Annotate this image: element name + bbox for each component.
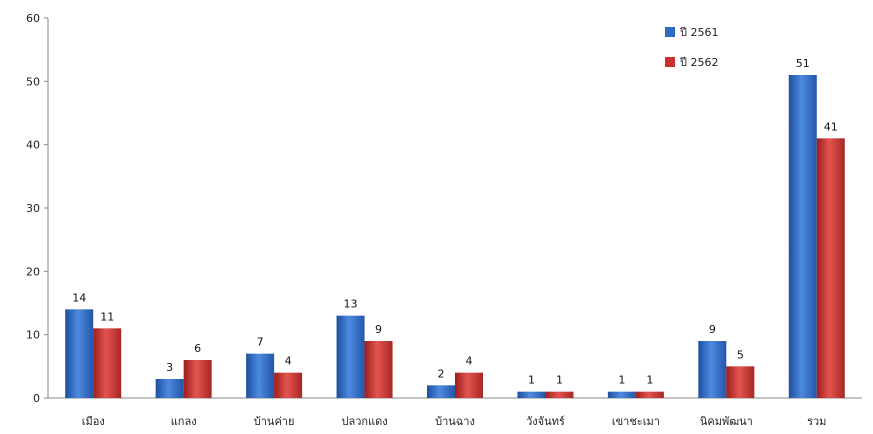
data-label: 1 [528,374,535,387]
y-tick-label: 20 [26,265,40,278]
legend: ปี 2561 ปี 2562 [665,26,718,69]
y-tick-label: 30 [26,202,40,215]
bar-2562-5 [545,391,574,398]
legend-label: ปี 2561 [679,26,719,39]
data-label: 11 [100,310,114,323]
data-label: 51 [796,57,810,70]
y-tick-label: 0 [33,392,40,405]
category-label: เขาชะเมา [612,415,660,428]
data-label: 4 [466,355,473,368]
data-label: 1 [618,374,625,387]
data-label: 1 [646,374,653,387]
category-label: ปลวกแดง [341,415,387,428]
data-label: 7 [257,336,264,349]
y-tick-label: 40 [26,139,40,152]
category-label: แกลง [171,415,197,428]
bar-2562-3 [364,341,393,398]
bar-2561-7 [698,341,727,398]
data-label: 3 [166,361,173,374]
category-label: บ้านค่าย [254,415,295,428]
data-label: 41 [824,120,838,133]
bar-2562-8 [816,138,845,399]
data-label: 13 [344,298,358,311]
data-label: 6 [194,342,201,355]
data-label: 1 [556,374,563,387]
bar-2561-4 [427,385,455,398]
legend-swatch [665,57,675,67]
legend-swatch [665,27,675,37]
data-label: 14 [72,291,86,304]
data-label: 2 [438,367,445,380]
bar-2562-2 [274,372,303,398]
category-label: นิคมพัฒนา [700,415,753,428]
data-label: 9 [709,323,716,336]
category-label: วังจันทร์ [526,415,565,428]
y-tick-label: 60 [26,12,40,25]
bar-2561-0 [65,309,94,398]
bar-2561-8 [788,75,817,398]
category-labels: เมือง แกลง บ้านค่าย ปลวกแดง บ้านฉาง วังจันทร์… [82,415,827,428]
bar-2562-0 [93,328,122,398]
bar-2561-5 [517,391,546,398]
data-label: 5 [737,348,744,361]
category-label: รวม [807,415,826,428]
bar-2561-3 [336,315,365,398]
bar-2562-4 [455,372,483,398]
bar-2561-6 [607,391,636,398]
category-label: เมือง [82,415,105,428]
bar-2561-1 [155,379,184,398]
bar-2562-7 [726,366,755,398]
y-ticks: 0 10 20 30 40 50 60 [26,12,48,405]
y-tick-label: 50 [26,75,40,88]
category-label: บ้านฉาง [435,415,475,428]
data-label: 9 [375,323,382,336]
y-tick-label: 10 [26,329,40,342]
legend-label: ปี 2562 [679,56,719,69]
axes [47,18,862,399]
data-label: 4 [285,355,292,368]
bar-2562-1 [183,360,212,398]
bar-2562-6 [635,391,664,398]
bar-2561-2 [246,353,275,398]
